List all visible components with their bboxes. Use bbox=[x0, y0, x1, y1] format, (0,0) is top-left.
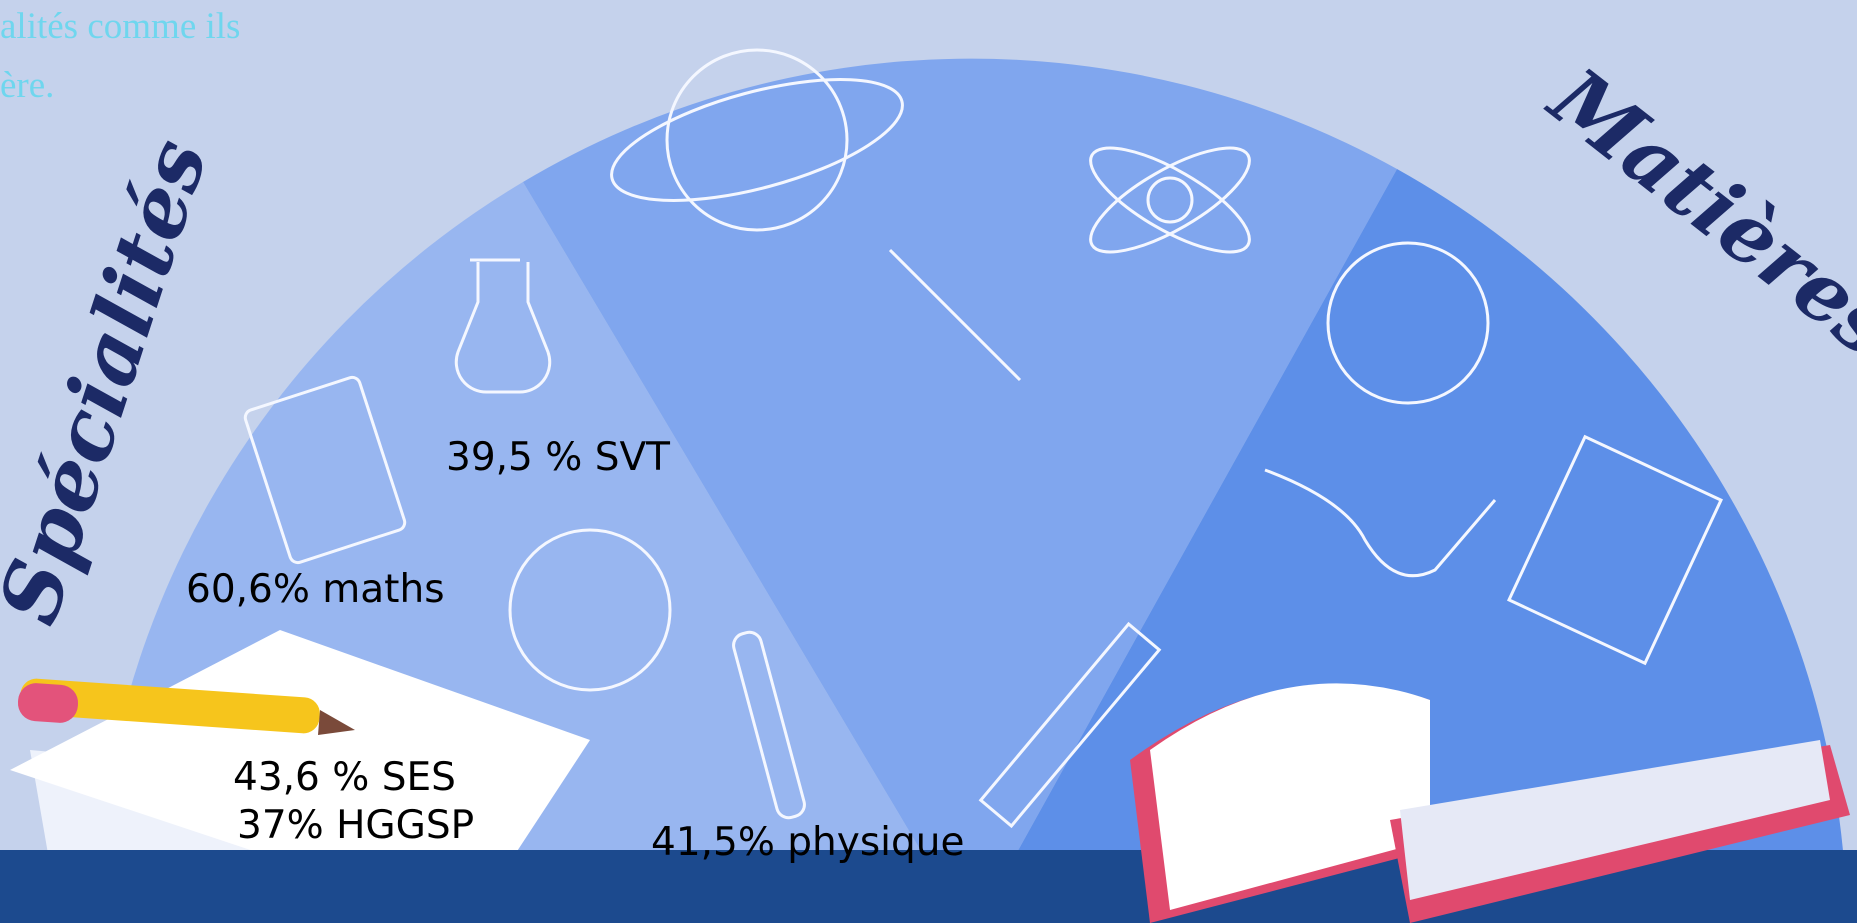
label: 60,6% maths bbox=[186, 567, 445, 612]
page: alités comme ils ère. Spécialités Matièr… bbox=[0, 0, 1857, 923]
label: 43,6 % SES bbox=[233, 755, 456, 800]
label: 37% HGGSP bbox=[237, 803, 474, 848]
intro-line: alités comme ils bbox=[0, 6, 240, 47]
label: 39,5 % SVT bbox=[446, 435, 670, 480]
label: 41,5% physique bbox=[651, 820, 964, 865]
intro-line: ère. bbox=[0, 65, 54, 106]
slide: alités comme ils ère. Spécialités Matièr… bbox=[0, 0, 1857, 923]
